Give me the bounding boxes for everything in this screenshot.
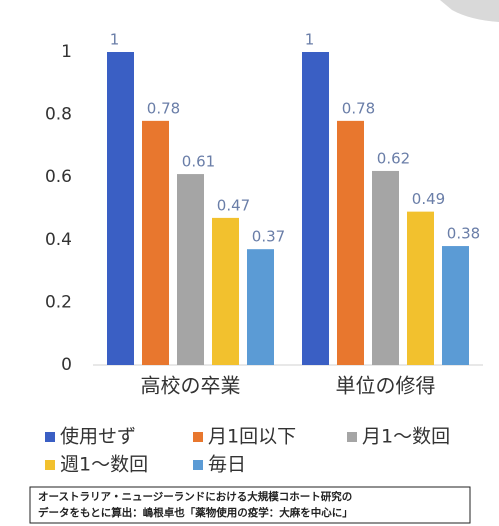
source-text: データをもとに算出：嶋根卓也「薬物使用の疫学：大麻を中心に」 [38, 506, 353, 519]
bar [407, 211, 434, 365]
value-label: 0.38 [447, 225, 480, 243]
y-tick-label: 0.8 [45, 105, 72, 125]
photo-fragment [440, 0, 499, 22]
legend-swatch [45, 432, 55, 442]
value-label: 1 [110, 31, 120, 49]
value-label: 0.78 [342, 99, 375, 117]
x-tick-label: 高校の卒業 [141, 374, 241, 398]
bar [372, 170, 399, 365]
source-text: オーストラリア・ニュージーランドにおける大規模コホート研究の [38, 490, 352, 503]
value-label: 0.47 [217, 196, 250, 214]
bar [177, 174, 204, 365]
y-tick-label: 0.4 [45, 230, 72, 250]
legend-label: 毎日 [208, 454, 246, 476]
bar [442, 246, 469, 365]
source-box [29, 486, 471, 524]
y-tick-label: 0.6 [45, 167, 72, 187]
value-label: 0.78 [147, 99, 180, 117]
y-tick-label: 0 [61, 355, 72, 375]
bar [302, 52, 329, 365]
value-label: 0.62 [377, 149, 410, 167]
value-label: 0.37 [252, 228, 285, 246]
legend-label: 月1回以下 [208, 426, 296, 448]
x-tick-label: 単位の修得 [336, 374, 436, 398]
legend-swatch [193, 432, 203, 442]
legend-swatch [347, 432, 357, 442]
value-label: 0.49 [412, 190, 445, 208]
legend-label: 使用せず [60, 426, 136, 448]
y-tick-label: 1 [61, 42, 72, 62]
legend-swatch [45, 460, 55, 470]
bar [142, 120, 169, 365]
value-label: 0.61 [182, 153, 215, 171]
bar [247, 249, 274, 365]
bar [212, 217, 239, 365]
legend-label: 週1～数回 [60, 454, 148, 476]
y-tick-label: 0.2 [45, 292, 72, 312]
bar [107, 52, 134, 365]
legend-label: 月1～数回 [362, 426, 450, 448]
bar [337, 120, 364, 365]
legend-swatch [193, 460, 203, 470]
value-label: 1 [305, 31, 315, 49]
